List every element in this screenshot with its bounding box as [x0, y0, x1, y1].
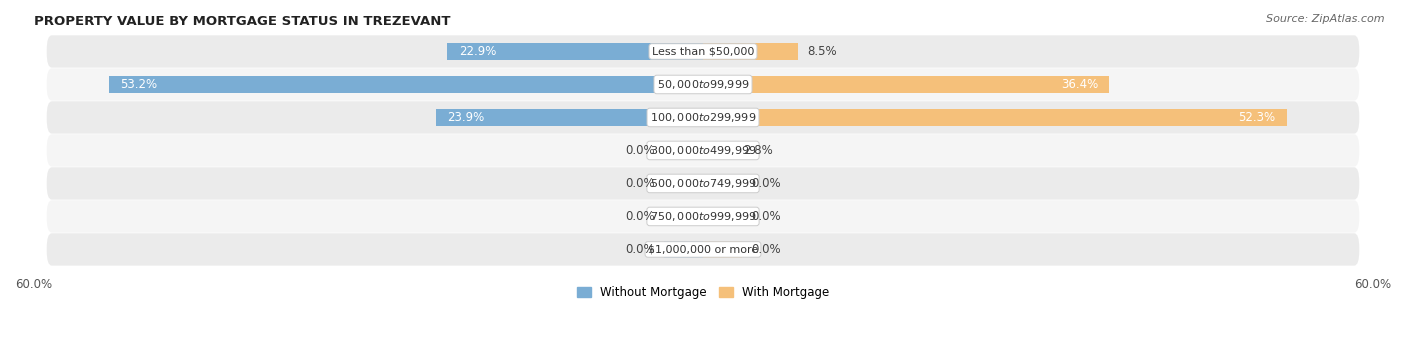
Bar: [447, 43, 703, 60]
Text: 0.0%: 0.0%: [751, 243, 780, 256]
Bar: [703, 109, 1286, 126]
FancyBboxPatch shape: [46, 200, 1360, 233]
Text: 2.8%: 2.8%: [744, 144, 773, 157]
Text: $1,000,000 or more: $1,000,000 or more: [648, 244, 758, 254]
Text: 0.0%: 0.0%: [626, 243, 655, 256]
Bar: [703, 241, 742, 258]
Text: 0.0%: 0.0%: [626, 210, 655, 223]
Bar: [703, 175, 742, 192]
Text: 22.9%: 22.9%: [458, 45, 496, 58]
Text: $100,000 to $299,999: $100,000 to $299,999: [650, 111, 756, 124]
Text: $750,000 to $999,999: $750,000 to $999,999: [650, 210, 756, 223]
Text: 53.2%: 53.2%: [121, 78, 157, 91]
Bar: [664, 208, 703, 225]
FancyBboxPatch shape: [46, 68, 1360, 101]
Text: 0.0%: 0.0%: [751, 177, 780, 190]
Bar: [436, 109, 703, 126]
Text: $500,000 to $749,999: $500,000 to $749,999: [650, 177, 756, 190]
Text: 0.0%: 0.0%: [626, 177, 655, 190]
Bar: [664, 175, 703, 192]
Bar: [703, 208, 742, 225]
Text: $300,000 to $499,999: $300,000 to $499,999: [650, 144, 756, 157]
FancyBboxPatch shape: [46, 101, 1360, 134]
Bar: [703, 43, 797, 60]
Text: $50,000 to $99,999: $50,000 to $99,999: [657, 78, 749, 91]
Text: 23.9%: 23.9%: [447, 111, 485, 124]
FancyBboxPatch shape: [46, 35, 1360, 68]
Legend: Without Mortgage, With Mortgage: Without Mortgage, With Mortgage: [572, 281, 834, 304]
Text: Less than $50,000: Less than $50,000: [652, 46, 754, 57]
Bar: [703, 76, 1109, 93]
Bar: [110, 76, 703, 93]
Text: 0.0%: 0.0%: [626, 144, 655, 157]
Bar: [703, 142, 734, 159]
Text: PROPERTY VALUE BY MORTGAGE STATUS IN TREZEVANT: PROPERTY VALUE BY MORTGAGE STATUS IN TRE…: [34, 15, 450, 28]
Bar: [664, 142, 703, 159]
FancyBboxPatch shape: [46, 233, 1360, 266]
Text: 8.5%: 8.5%: [807, 45, 837, 58]
Bar: [664, 241, 703, 258]
Text: 36.4%: 36.4%: [1060, 78, 1098, 91]
Text: 52.3%: 52.3%: [1239, 111, 1275, 124]
FancyBboxPatch shape: [46, 167, 1360, 199]
Text: 0.0%: 0.0%: [751, 210, 780, 223]
FancyBboxPatch shape: [46, 134, 1360, 167]
Text: Source: ZipAtlas.com: Source: ZipAtlas.com: [1267, 14, 1385, 24]
